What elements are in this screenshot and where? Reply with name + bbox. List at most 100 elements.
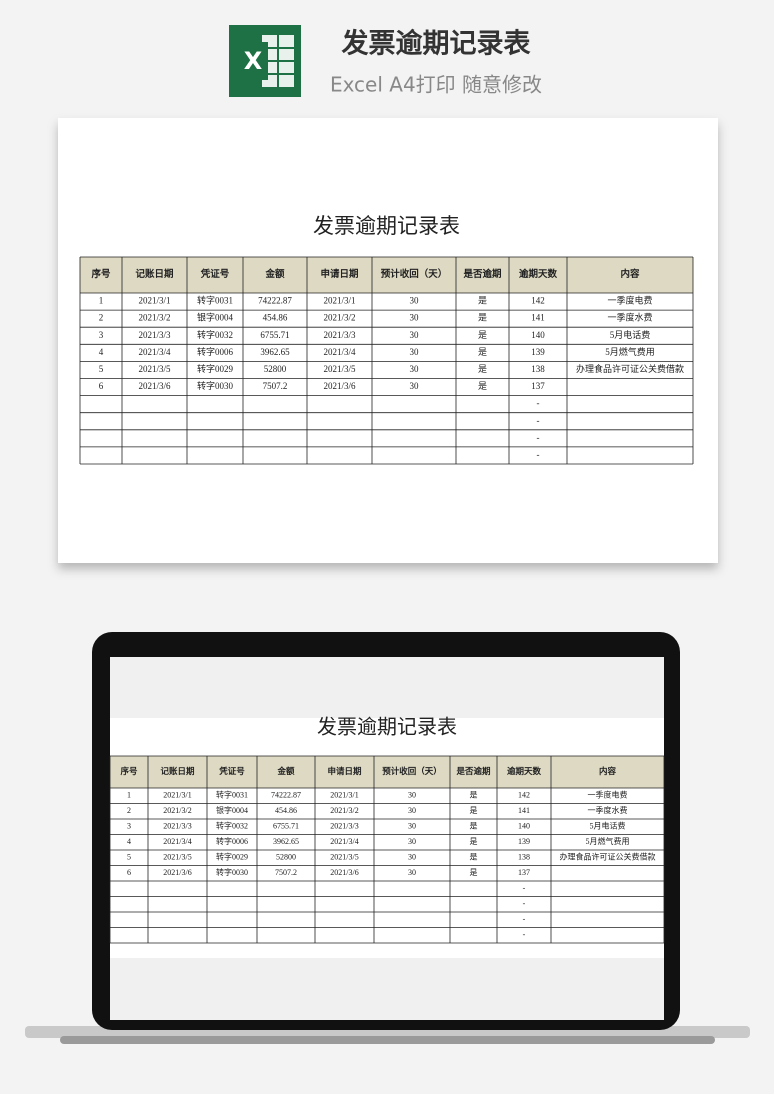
header-row [80, 257, 693, 293]
table-cell: - [537, 450, 540, 460]
table-cell: 是 [470, 853, 478, 862]
table-cell: 52800 [276, 853, 296, 862]
table-cell: 2021/3/2 [163, 806, 191, 815]
table-cell: 2021/3/2 [330, 806, 358, 815]
table-cell: 3 [99, 330, 104, 340]
table-cell: 是 [478, 381, 487, 391]
table-cell: 5月电话费 [590, 821, 626, 831]
table-cell: 2021/3/3 [323, 330, 356, 340]
table-cell: 银字0004 [197, 312, 234, 323]
table-cell: 是 [470, 868, 478, 877]
table-title: 发票逾期记录表 [317, 716, 457, 739]
table-cell: 6755.71 [260, 330, 289, 340]
column-header: 金额 [264, 268, 285, 280]
table-cell: 454.86 [263, 313, 288, 323]
table-cell: 30 [410, 381, 420, 391]
table-cell: 30 [410, 296, 420, 306]
table-cell: 2021/3/6 [163, 868, 191, 877]
laptop-base-shadow [60, 1036, 715, 1044]
table-cell: - [537, 415, 540, 425]
column-header: 逾期天数 [507, 766, 542, 776]
table-cell: 5 [127, 853, 131, 862]
table-cell: 转字0006 [197, 346, 234, 357]
table-cell: 2021/3/4 [163, 837, 191, 846]
table-cell: - [523, 884, 526, 893]
page-subtitle: Excel A4打印 随意修改 [330, 73, 542, 97]
table-cell: 6755.71 [273, 822, 299, 831]
table-cell: 30 [410, 364, 420, 374]
table-cell: 6 [127, 868, 131, 877]
table-cell: 一季度水费 [607, 312, 652, 323]
table-cell: 是 [478, 347, 487, 357]
table-cell: 3962.65 [260, 347, 290, 357]
column-header: 是否逾期 [455, 766, 491, 776]
table-cell: 转字0006 [216, 836, 248, 846]
table-cell: 转字0029 [216, 852, 248, 862]
table-cell: 2021/3/5 [138, 364, 171, 374]
table-cell: 2021/3/1 [330, 791, 358, 800]
table-cell: 2021/3/4 [138, 347, 171, 357]
table-cell: 转字0029 [197, 363, 234, 374]
table-cell: 140 [531, 330, 545, 340]
column-header: 预计收回（天） [382, 766, 442, 776]
table-cell: 2021/3/6 [330, 868, 358, 877]
table-cell: 2021/3/2 [323, 313, 355, 323]
column-header: 内容 [620, 268, 640, 280]
table-cell: 2021/3/4 [330, 837, 358, 846]
table-cell: 2021/3/3 [330, 822, 358, 831]
table-cell: 5月电话费 [610, 329, 651, 340]
table-cell: 5 [99, 364, 104, 374]
table-cell: 一季度水费 [588, 805, 628, 815]
column-header: 内容 [599, 766, 617, 776]
table-cell: 138 [518, 853, 530, 862]
table-cell: 是 [478, 330, 487, 340]
table-cell: 是 [478, 364, 487, 374]
column-header: 序号 [119, 766, 138, 776]
table-cell: 2021/3/6 [138, 381, 171, 391]
table-cell: 454.86 [275, 806, 297, 815]
table-cell: 2021/3/6 [323, 381, 356, 391]
table-cell: 7507.2 [263, 381, 288, 391]
table-cell: 转字0032 [216, 821, 248, 831]
column-header: 凭证号 [218, 766, 245, 776]
table-cell: 2021/3/3 [163, 822, 191, 831]
table-cell: 138 [531, 364, 545, 374]
table-cell: 6 [99, 381, 104, 391]
table-cell: 139 [531, 347, 545, 357]
column-header: 预计收回（天） [381, 268, 448, 280]
table-cell: 30 [410, 347, 420, 357]
table-cell: 是 [478, 313, 487, 323]
table-cell: 137 [531, 381, 545, 391]
table-cell: 2021/3/2 [138, 313, 170, 323]
table-cell: 3 [127, 822, 131, 831]
table-cell: 一季度电费 [607, 295, 652, 306]
table-cell: 137 [518, 868, 530, 877]
table-cell: 142 [518, 791, 530, 800]
table-cell: 一季度电费 [588, 790, 628, 800]
table-cell: 30 [408, 853, 416, 862]
table-cell: - [523, 915, 526, 924]
table-cell: 2021/3/4 [323, 347, 356, 357]
table-cell: 141 [518, 806, 530, 815]
table-cell: 2021/3/1 [138, 296, 170, 306]
table-cell: 5月燃气费用 [605, 346, 655, 357]
table-cell: 30 [410, 330, 420, 340]
icon-label: X [244, 47, 263, 75]
screen-sheet [110, 718, 664, 958]
table-cell: 办理食品许可证公关费借款 [576, 363, 684, 374]
table-cell: 办理食品许可证公关费借款 [560, 852, 656, 862]
table-title: 发票逾期记录表 [313, 214, 460, 238]
table-cell: 4 [127, 837, 131, 846]
column-header: 序号 [91, 268, 111, 280]
table-cell: 30 [408, 806, 416, 815]
table-cell: 转字0031 [197, 295, 233, 306]
paper-sheet [58, 118, 718, 563]
column-header: 凭证号 [200, 268, 230, 280]
table-cell: 是 [470, 822, 478, 831]
table-cell: 141 [531, 313, 545, 323]
table-cell: 是 [470, 791, 478, 800]
table-cell: 74222.87 [258, 296, 292, 306]
